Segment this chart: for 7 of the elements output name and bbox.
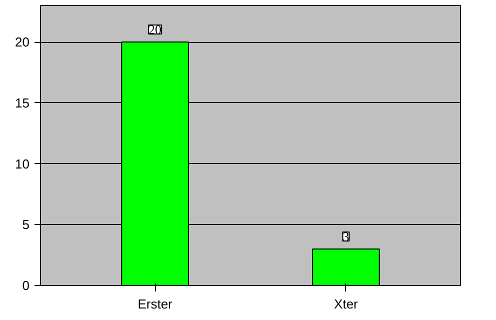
y-tick-label: 15: [15, 95, 30, 110]
y-tick-label: 20: [15, 34, 30, 50]
y-tick-label: 0: [22, 278, 30, 293]
y-tick-label: 5: [22, 217, 30, 232]
x-tick-label: Xter: [334, 296, 359, 312]
x-tick-label: Erster: [138, 296, 174, 312]
y-tick-label: 10: [15, 156, 30, 172]
